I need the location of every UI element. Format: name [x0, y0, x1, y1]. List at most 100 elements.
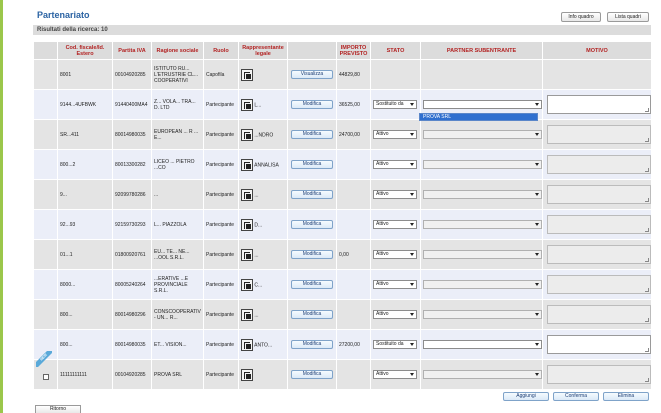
- ruolo-cell: Capofila: [203, 59, 239, 90]
- motivo-textarea[interactable]: [547, 125, 651, 144]
- stato-select[interactable]: Attivo: [373, 130, 417, 139]
- stato-select[interactable]: Sostituito da: [373, 100, 417, 109]
- stato-value: Attivo: [376, 281, 389, 287]
- ritorno-button[interactable]: Ritorno: [35, 405, 81, 413]
- signature-icon[interactable]: [241, 188, 253, 201]
- row-action-button[interactable]: Modifica: [291, 340, 333, 349]
- row-action-button[interactable]: Modifica: [291, 370, 333, 379]
- info-quadro-button[interactable]: Info quadro: [561, 12, 601, 22]
- row-action-button[interactable]: Modifica: [291, 190, 333, 199]
- row-action-button[interactable]: Visualizza: [291, 70, 333, 79]
- row-action-button[interactable]: Modifica: [291, 220, 333, 229]
- signature-icon[interactable]: [241, 218, 253, 231]
- cf-cell: 9...: [57, 179, 113, 210]
- motivo-textarea[interactable]: [547, 245, 651, 264]
- ragione-value: Z... VOLA... TRA... D. LTD: [154, 98, 196, 111]
- action-cell: Modifica: [287, 329, 337, 360]
- partner-select[interactable]: [423, 190, 542, 199]
- partner-select[interactable]: [423, 280, 542, 289]
- partner-select[interactable]: [423, 220, 542, 229]
- row-checkbox[interactable]: [43, 374, 49, 380]
- row-action-button[interactable]: Modifica: [291, 100, 333, 109]
- motivo-cell: [542, 89, 652, 120]
- motivo-textarea[interactable]: [547, 155, 651, 174]
- partner-select[interactable]: [423, 130, 542, 139]
- stato-cell: Attivo: [370, 179, 421, 210]
- motivo-textarea[interactable]: [547, 185, 651, 204]
- row-action-button[interactable]: Modifica: [291, 280, 333, 289]
- select-cell: [33, 149, 58, 180]
- partner-select[interactable]: [423, 250, 542, 259]
- lista-quadri-button[interactable]: Lista quadri: [607, 12, 649, 22]
- select-cell: [33, 59, 58, 90]
- ragione-value: ...ERATIVE ...E PROVINCIALE S.R.L.: [154, 275, 189, 294]
- stato-select[interactable]: Attivo: [373, 190, 417, 199]
- stato-select[interactable]: Attivo: [373, 220, 417, 229]
- signature-icon[interactable]: [241, 128, 253, 141]
- piva-cell: 80013300282: [112, 149, 152, 180]
- rappresentante-cell: ANTO...: [238, 329, 288, 360]
- rappresentante-value: ...: [254, 191, 259, 198]
- chevron-down-icon: [535, 373, 539, 376]
- action-cell: Modifica: [287, 359, 337, 390]
- conferma-button[interactable]: Conferma: [553, 392, 599, 401]
- stato-select[interactable]: Attivo: [373, 160, 417, 169]
- stato-select[interactable]: Attivo: [373, 280, 417, 289]
- motivo-textarea[interactable]: [547, 95, 651, 114]
- partner-cell: [420, 119, 543, 150]
- motivo-cell: [542, 209, 652, 240]
- stato-cell: Attivo: [370, 299, 421, 330]
- partner-select[interactable]: [423, 160, 542, 169]
- signature-icon[interactable]: [241, 368, 253, 381]
- ragione-value: PROVA SRL: [154, 371, 182, 378]
- row-action-button[interactable]: Modifica: [291, 310, 333, 319]
- importo-cell: [336, 179, 371, 210]
- signature-icon[interactable]: [241, 158, 253, 171]
- motivo-textarea[interactable]: [547, 275, 651, 294]
- row-action-button[interactable]: Modifica: [291, 130, 333, 139]
- partner-select[interactable]: [423, 310, 542, 319]
- stato-select[interactable]: Sostituito da: [373, 340, 417, 349]
- rappresentante-value: ...: [254, 311, 259, 318]
- signature-icon[interactable]: [241, 278, 253, 291]
- stato-cell: [370, 59, 421, 90]
- signature-icon[interactable]: [241, 308, 253, 321]
- elimina-button[interactable]: Elimina: [603, 392, 649, 401]
- ruolo-value: Partecipante: [206, 341, 235, 348]
- cf-value: 01...1: [60, 251, 73, 258]
- signature-icon[interactable]: [241, 68, 253, 81]
- signature-icon[interactable]: [241, 248, 253, 261]
- signature-icon[interactable]: [241, 338, 253, 351]
- chevron-down-icon: [410, 253, 414, 256]
- importo-cell: [336, 209, 371, 240]
- header-cf: Cod. fiscale/Id. Estero: [57, 41, 113, 60]
- row-action-button[interactable]: Modifica: [291, 250, 333, 259]
- results-count: Risultati della ricerca: 10: [33, 25, 651, 35]
- cf-cell: 01...1: [57, 239, 113, 270]
- importo-cell: [336, 149, 371, 180]
- chevron-down-icon: [535, 103, 539, 106]
- row-action-button[interactable]: Modifica: [291, 160, 333, 169]
- header-ruolo: Ruolo: [203, 41, 239, 60]
- stato-value: Attivo: [376, 251, 389, 257]
- signature-icon[interactable]: [241, 98, 253, 111]
- partner-select[interactable]: [423, 100, 542, 109]
- stato-select[interactable]: Attivo: [373, 310, 417, 319]
- motivo-textarea[interactable]: [547, 335, 651, 354]
- ragione-value: LICEO ... PIETRO ...CO: [154, 158, 195, 171]
- motivo-textarea[interactable]: [547, 365, 651, 384]
- chevron-down-icon: [535, 223, 539, 226]
- partner-dropdown-option[interactable]: PROVA SRL: [419, 113, 538, 121]
- chevron-down-icon: [535, 253, 539, 256]
- stato-select[interactable]: Attivo: [373, 370, 417, 379]
- partner-select[interactable]: [423, 370, 542, 379]
- ragione-value: ...: [154, 191, 159, 198]
- motivo-textarea[interactable]: [547, 215, 651, 234]
- aggiungi-button[interactable]: Aggiungi: [503, 392, 549, 401]
- stato-select[interactable]: Attivo: [373, 250, 417, 259]
- rappresentante-value: C...: [254, 281, 263, 288]
- partner-select[interactable]: [423, 340, 542, 349]
- rappresentante-cell: [238, 59, 288, 90]
- motivo-textarea[interactable]: [547, 305, 651, 324]
